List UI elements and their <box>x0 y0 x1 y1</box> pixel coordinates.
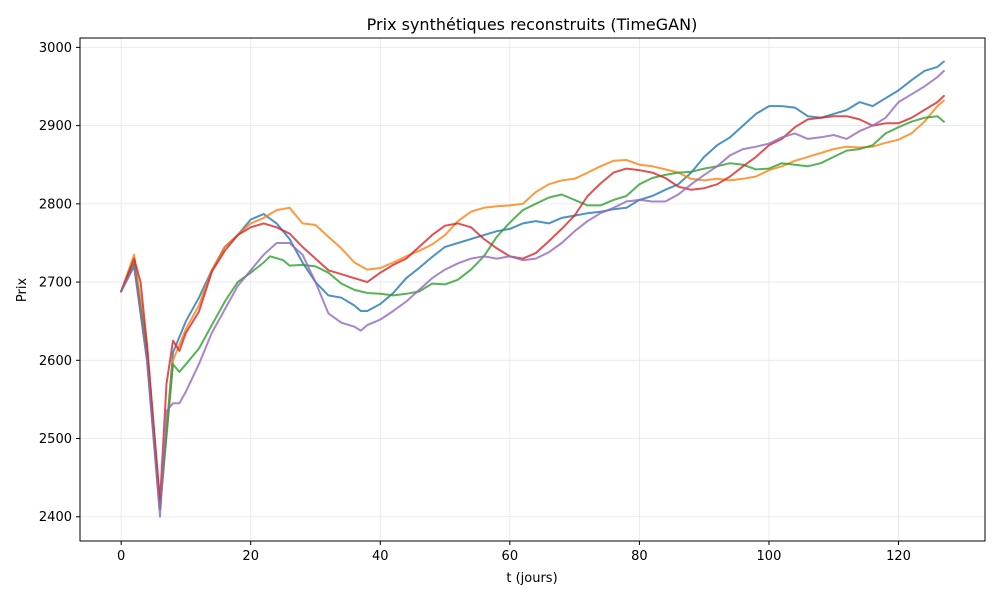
x-axis-ticks: 0 20 40 60 80 100 120 <box>117 541 911 564</box>
x-tick-label: 100 <box>757 549 782 564</box>
y-tick-label: 2500 <box>39 432 72 447</box>
series-line-2 <box>120 99 945 506</box>
x-tick-label: 120 <box>886 549 911 564</box>
series-line-5 <box>120 69 945 518</box>
y-tick-label: 2800 <box>39 197 72 212</box>
series-line-1 <box>120 60 945 510</box>
x-tick-label: 0 <box>117 549 125 564</box>
y-axis-ticks: 2400 2500 2600 2700 2800 2900 3000 <box>39 41 80 525</box>
y-tick-label: 2700 <box>39 276 72 291</box>
x-tick-label: 80 <box>631 549 648 564</box>
y-tick-label: 2600 <box>39 354 72 369</box>
plot-frame <box>79 37 986 542</box>
x-tick-label: 60 <box>502 549 519 564</box>
series-line-3 <box>120 115 945 510</box>
y-tick-label: 2400 <box>39 510 72 525</box>
chart-title: Prix synthétiques reconstruits (TimeGAN) <box>367 15 698 34</box>
grid-lines <box>80 38 985 541</box>
y-axis-label: Prix <box>15 278 30 303</box>
x-tick-label: 20 <box>242 549 259 564</box>
y-tick-label: 3000 <box>39 41 72 56</box>
y-tick-label: 2900 <box>39 119 72 134</box>
x-tick-label: 40 <box>372 549 389 564</box>
x-axis-label: t (jours) <box>506 571 557 586</box>
series-layer <box>120 60 945 518</box>
